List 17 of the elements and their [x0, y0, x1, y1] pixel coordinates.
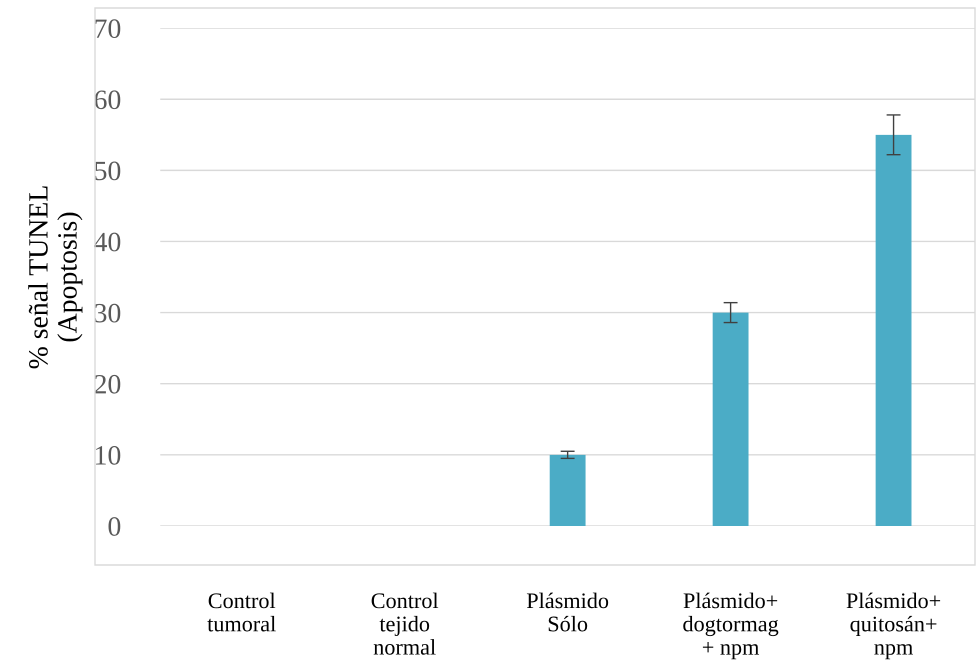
y-tick-label: 20 — [94, 374, 120, 394]
y-tick-label: 40 — [94, 232, 120, 252]
y-tick-label: 0 — [108, 517, 120, 536]
x-tick-label: Plásmido Sólo — [526, 592, 608, 632]
x-tick-label: Plásmido+ quitosán+ npm — [846, 592, 940, 660]
x-tick-label: Control tejido normal — [372, 592, 438, 655]
y-tick-label: 30 — [94, 304, 120, 323]
y-tick-label: 10 — [96, 446, 120, 465]
bar — [550, 454, 586, 526]
y-tick-label: 70 — [95, 19, 120, 38]
bar — [712, 312, 749, 526]
y-axis-title: % señal TUNEL (Apoptosis) — [28, 186, 82, 368]
bar — [876, 134, 912, 526]
y-tick-label: 60 — [94, 90, 120, 110]
x-tick-label: Control tumoral — [207, 592, 276, 632]
x-tick-label: Plásmido+ dogtormag + npm — [683, 592, 778, 660]
y-tick-label: 50 — [95, 162, 120, 180]
